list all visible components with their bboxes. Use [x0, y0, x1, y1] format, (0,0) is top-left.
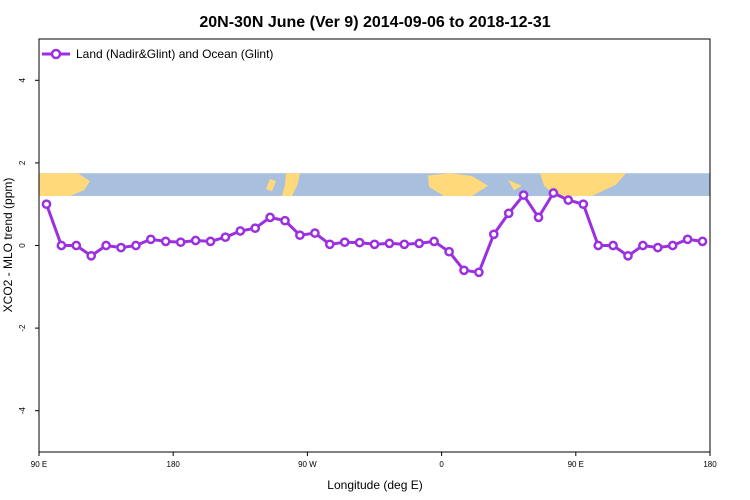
y-tick-label: 2 [18, 160, 27, 165]
data-point [339, 237, 350, 248]
data-point [324, 239, 335, 250]
data-point [563, 195, 574, 205]
data-point [131, 240, 141, 251]
data-point [175, 237, 186, 248]
data-point [638, 240, 648, 251]
data-point [160, 236, 171, 247]
data-point [652, 242, 663, 253]
map-land-1 [266, 178, 276, 192]
data-point [608, 240, 618, 251]
data-point [190, 235, 201, 246]
series-line [45, 191, 703, 274]
data-point [280, 215, 290, 226]
legend-label: Land (Nadir&Glint) and Ocean (Glint) [76, 47, 273, 61]
x-tick-label: 90 E [568, 460, 584, 469]
data-point [71, 240, 82, 251]
data-point [86, 250, 97, 261]
data-point [295, 230, 305, 241]
data-point [205, 236, 216, 247]
y-tick-label: -4 [18, 407, 27, 415]
data-point [682, 234, 693, 245]
data-point [235, 226, 246, 236]
data-point [488, 229, 499, 240]
map-land-5 [540, 173, 626, 196]
x-tick-label: 90 E [31, 460, 47, 469]
map-land-4 [508, 180, 522, 191]
data-point [101, 240, 111, 251]
data-point [354, 237, 365, 248]
y-tick-label: 4 [18, 78, 27, 83]
data-point [578, 199, 589, 210]
data-point [310, 228, 320, 238]
world-map-strip [39, 173, 710, 196]
data-point [518, 190, 529, 200]
data-point [593, 240, 604, 251]
y-tick-label: -2 [18, 324, 27, 332]
chart-title: 20N-30N June (Ver 9) 2014-09-06 to 2018-… [199, 14, 550, 31]
data-point [116, 242, 126, 253]
x-tick-label: 180 [703, 460, 717, 469]
data-point [399, 239, 410, 250]
map-land-0 [39, 173, 90, 196]
x-axis: 90 E 180 90 W 0 90 E 180 [31, 452, 717, 469]
data-point [459, 265, 469, 276]
data-point [548, 188, 559, 198]
data-point [533, 212, 544, 223]
data-point [41, 199, 52, 210]
legend-marker [50, 48, 62, 60]
data-point [250, 223, 261, 234]
data-point [623, 250, 633, 261]
y-axis: -4 -2 0 2 4 [18, 78, 39, 415]
series-layer [41, 188, 708, 278]
data-point [444, 246, 454, 257]
data-point [414, 238, 425, 249]
y-tick-label: 0 [18, 243, 27, 248]
data-point [667, 240, 678, 251]
data-point [474, 267, 484, 278]
data-point [384, 238, 395, 249]
x-tick-label: 0 [439, 460, 444, 469]
data-point [697, 236, 708, 247]
data-point [265, 212, 275, 223]
x-tick-label: 180 [167, 460, 181, 469]
x-tick-label: 90 W [298, 460, 317, 469]
x-axis-label: Longitude (deg E) [327, 478, 422, 492]
map-land-2 [282, 173, 300, 196]
y-axis-label: XCO2 - MLO trend (ppm) [1, 178, 15, 313]
map-land-3 [428, 173, 488, 196]
data-point [56, 240, 67, 251]
data-point [145, 234, 156, 245]
data-point [503, 208, 514, 219]
data-point [429, 236, 439, 247]
data-point [220, 232, 231, 243]
data-point [369, 239, 380, 250]
legend: Land (Nadir&Glint) and Ocean (Glint) [42, 47, 273, 61]
